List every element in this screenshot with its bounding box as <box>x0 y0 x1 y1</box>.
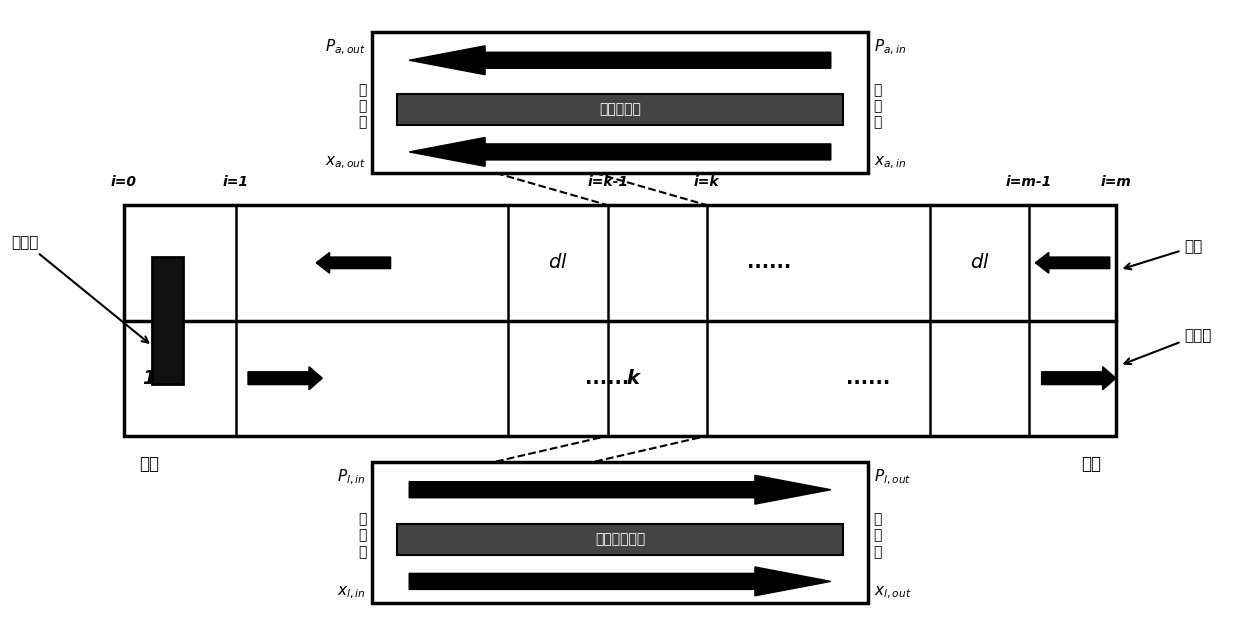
Text: 1: 1 <box>143 369 156 388</box>
Text: $dl$: $dl$ <box>970 253 990 272</box>
Bar <box>124 205 1116 436</box>
Text: $P_{l,in}$: $P_{l,in}$ <box>337 467 366 487</box>
Text: 短油管: 短油管 <box>11 235 149 343</box>
Text: 环空: 环空 <box>1125 239 1203 269</box>
Text: 长油管: 长油管 <box>1125 328 1211 364</box>
Text: 趾端: 趾端 <box>1081 455 1101 473</box>
FancyArrow shape <box>316 253 391 273</box>
FancyArrow shape <box>1035 253 1110 273</box>
Text: 蒸汽流动方向: 蒸汽流动方向 <box>702 53 756 68</box>
Text: 环空微元段: 环空微元段 <box>599 103 641 117</box>
Text: 长油管微元段: 长油管微元段 <box>595 532 645 546</box>
Text: 入
口
端: 入 口 端 <box>358 512 366 559</box>
Text: $P_{l,out}$: $P_{l,out}$ <box>874 467 911 487</box>
Text: $x_{a,in}$: $x_{a,in}$ <box>874 155 906 171</box>
Text: 模型求解方向: 模型求解方向 <box>484 574 538 589</box>
FancyArrow shape <box>248 367 322 390</box>
Text: 出
口
端: 出 口 端 <box>874 512 882 559</box>
Text: ......: ...... <box>846 369 890 388</box>
Text: 出
口
端: 出 口 端 <box>358 83 366 129</box>
Text: k: k <box>626 369 639 388</box>
Text: 跟端: 跟端 <box>139 455 159 473</box>
FancyArrow shape <box>409 567 831 596</box>
Text: $P_{a,out}$: $P_{a,out}$ <box>325 38 366 57</box>
FancyArrow shape <box>409 46 831 74</box>
Text: $x_{a,out}$: $x_{a,out}$ <box>325 155 366 171</box>
FancyArrow shape <box>409 138 831 166</box>
Text: i=k-1: i=k-1 <box>587 175 629 189</box>
Text: ......: ...... <box>746 253 791 272</box>
Text: i=0: i=0 <box>112 175 136 189</box>
Bar <box>153 257 184 384</box>
Text: 入
口
端: 入 口 端 <box>874 83 882 129</box>
Text: $x_{l,out}$: $x_{l,out}$ <box>874 585 911 601</box>
Bar <box>397 94 843 125</box>
Bar <box>372 32 868 173</box>
Text: $P_{a,in}$: $P_{a,in}$ <box>874 38 906 57</box>
Text: $x_{l,in}$: $x_{l,in}$ <box>337 585 366 601</box>
Text: i=k: i=k <box>694 175 719 189</box>
Text: m: m <box>1084 369 1104 388</box>
Text: ......: ...... <box>585 369 630 388</box>
FancyArrow shape <box>409 476 831 504</box>
Text: i=1: i=1 <box>223 175 248 189</box>
FancyArrow shape <box>1042 367 1116 390</box>
Text: i=m-1: i=m-1 <box>1006 175 1053 189</box>
Text: $dl$: $dl$ <box>548 253 568 272</box>
Text: 蒸汽流动方向: 蒸汽流动方向 <box>484 482 538 497</box>
Text: 模型求解方向: 模型求解方向 <box>702 144 756 160</box>
Bar <box>372 462 868 603</box>
Bar <box>397 524 843 554</box>
Text: i=m: i=m <box>1101 175 1131 189</box>
